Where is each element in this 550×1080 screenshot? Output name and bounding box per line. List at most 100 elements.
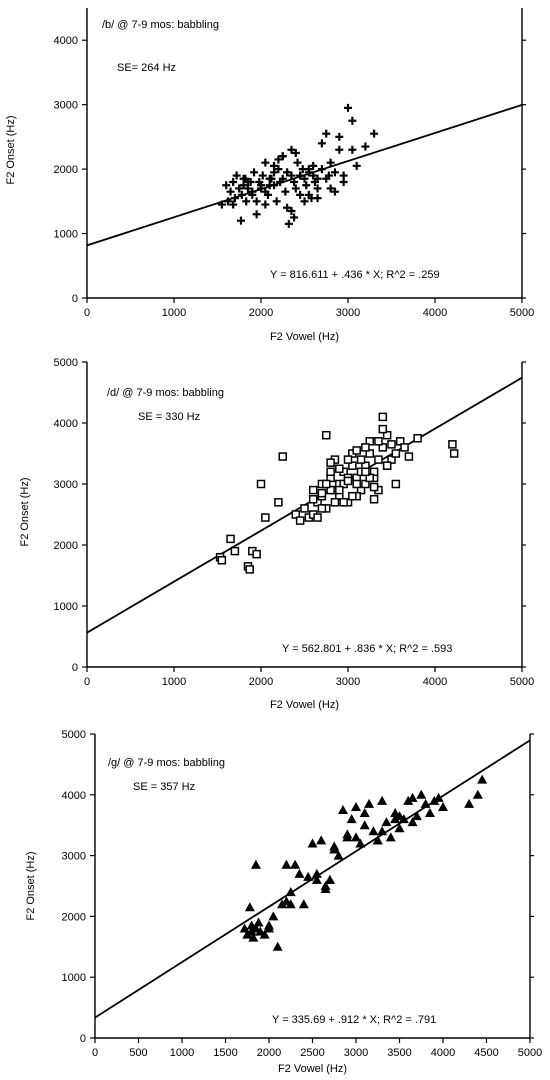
data-point — [322, 479, 331, 489]
x-tick-label: 2000 — [249, 676, 273, 688]
data-point — [413, 434, 422, 443]
data-point — [359, 808, 370, 818]
chart-title: /g/ @ 7-9 mos: babbling — [108, 757, 225, 769]
data-point — [337, 805, 348, 814]
data-point — [348, 461, 357, 470]
x-tick-label: 1500 — [213, 1047, 237, 1059]
data-point — [330, 498, 340, 507]
data-point — [291, 510, 301, 519]
chart-title: /b/ @ 7-9 mos: babbling — [102, 19, 219, 31]
y-tick-label: 1000 — [54, 229, 78, 241]
data-point — [293, 158, 302, 167]
scatter-chart-d: 0 1000 2000 3000 4000 5000 0 1000 2000 3000 4000 50… — [19, 357, 534, 711]
y-tick-label: 4000 — [62, 790, 86, 802]
data-point — [374, 455, 383, 464]
data-point — [290, 213, 299, 222]
standard-error-label: SE = 357 Hz — [133, 781, 195, 793]
y-tick-label: 4000 — [54, 35, 78, 47]
y-tick-label: 0 — [72, 293, 78, 305]
data-point — [250, 168, 259, 177]
x-tick-label: 2000 — [257, 1047, 281, 1059]
data-point — [377, 826, 388, 836]
y-axis-label: F2 Onset (Hz) — [19, 477, 31, 546]
data-point — [407, 817, 418, 827]
x-tick-label: 5000 — [510, 676, 534, 688]
data-point — [420, 798, 431, 808]
data-point — [351, 801, 361, 811]
standard-error-label: SE = 330 Hz — [138, 411, 200, 423]
data-point — [355, 838, 366, 848]
data-point — [300, 197, 309, 206]
data-point — [252, 197, 261, 206]
data-point — [342, 832, 353, 842]
data-point — [329, 844, 340, 854]
data-point — [464, 798, 475, 808]
data-point — [295, 516, 305, 525]
data-point — [217, 556, 227, 565]
data-point — [364, 798, 375, 808]
data-point — [259, 929, 270, 939]
data-point — [438, 801, 448, 811]
data-point — [250, 859, 261, 869]
y-tick-label: 0 — [80, 1033, 86, 1045]
data-point — [245, 565, 254, 574]
data-point — [326, 158, 335, 167]
data-point — [356, 455, 366, 464]
regression-equation: Y = 816.611 + .436 * X; R^2 = .259 — [270, 269, 440, 281]
standard-error-label: SE= 264 Hz — [117, 62, 176, 74]
data-point — [361, 467, 370, 477]
data-point — [304, 190, 313, 199]
data-point — [229, 200, 238, 209]
data-point — [281, 896, 292, 906]
data-point — [298, 899, 309, 909]
data-point — [344, 103, 352, 112]
data-point — [317, 504, 327, 513]
data-point — [268, 911, 279, 921]
data-point — [313, 174, 322, 183]
data-point — [356, 485, 366, 495]
data-point — [404, 452, 414, 461]
data-point — [253, 917, 264, 927]
data-point — [320, 881, 331, 890]
data-point — [424, 808, 435, 818]
data-point — [270, 161, 279, 170]
data-point — [330, 168, 339, 177]
x-tick-label: 4000 — [431, 1047, 455, 1059]
data-point — [429, 795, 440, 805]
data-point — [330, 187, 339, 196]
x-axis-label: F2 Vowel (Hz) — [278, 1063, 347, 1075]
regression-equation: Y = 335.69 + .912 * X; R^2 = .791 — [272, 1014, 436, 1026]
y-tick-label: 5000 — [54, 357, 78, 369]
data-point — [243, 178, 252, 186]
data-point — [287, 207, 296, 215]
data-point — [287, 145, 296, 154]
data-point — [365, 449, 374, 458]
y-tick-label: 3000 — [62, 851, 86, 863]
data-point — [333, 850, 344, 860]
data-point — [369, 482, 379, 492]
data-point — [248, 932, 259, 942]
data-point — [242, 929, 253, 939]
data-point — [303, 871, 314, 881]
data-point — [300, 504, 309, 513]
data-point — [285, 887, 296, 897]
data-point — [252, 210, 261, 219]
data-point — [281, 859, 292, 869]
data-point — [387, 440, 396, 449]
data-point — [378, 412, 388, 422]
data-point — [300, 174, 309, 183]
data-point — [294, 868, 305, 878]
y-tick-label: 4000 — [54, 418, 78, 430]
data-point — [242, 197, 251, 206]
data-point — [317, 165, 326, 174]
x-tick-label: 2500 — [300, 1047, 324, 1059]
y-tick-label: 5000 — [62, 729, 86, 741]
x-tick-label: 4000 — [423, 676, 447, 688]
data-point — [448, 440, 457, 449]
data-point — [283, 203, 292, 212]
data-point — [335, 464, 344, 473]
data-point — [343, 455, 353, 464]
data-point — [283, 168, 292, 177]
data-point — [343, 476, 353, 486]
data-point — [477, 774, 488, 784]
